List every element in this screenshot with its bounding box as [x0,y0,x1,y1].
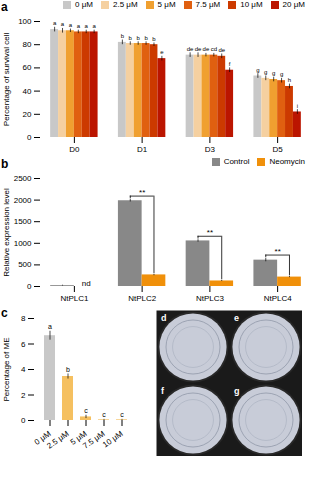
svg-text:b: b [66,366,70,373]
svg-text:0 μM: 0 μM [32,429,53,447]
svg-text:NtPLC2: NtPLC2 [128,294,157,303]
svg-text:i: i [297,103,298,109]
svg-text:cd: cd [211,46,217,52]
svg-text:0: 0 [21,416,26,425]
svg-text:10 μM: 10 μM [101,429,125,449]
svg-text:100: 100 [18,17,32,26]
html-text:7.5 μM: 7.5 μM [195,0,221,9]
svg-text:Percentage of survival cell: Percentage of survival cell [2,33,11,127]
svg-text:D5: D5 [273,145,284,154]
svg-text:**: ** [275,247,281,256]
svg-text:g: g [272,70,275,76]
html-text:2.5 μM: 2.5 μM [113,0,138,9]
svg-text:8: 8 [21,314,26,323]
html-text:Neomycin: Neomycin [269,157,305,166]
svg-text:g: g [280,71,283,77]
svg-text:7.5 μM: 7.5 μM [81,429,107,451]
svg-text:a: a [92,23,96,29]
svg-text:NtPLC4: NtPLC4 [264,294,293,303]
svg-text:a: a [69,22,73,28]
svg-text:a: a [48,323,52,330]
svg-text:b: b [137,35,141,41]
svg-text:g: g [264,69,267,75]
svg-text:2: 2 [21,391,26,400]
svg-text:e: e [160,49,164,55]
svg-text:1000: 1000 [14,239,32,248]
svg-text:f: f [160,386,164,396]
svg-text:f: f [229,61,231,67]
svg-text:c: c [102,411,106,418]
svg-text:e: e [233,313,238,323]
html-text:10 μM: 10 μM [240,0,263,9]
svg-text:4: 4 [21,365,26,374]
html-text:b: b [1,157,9,171]
svg-text:b: b [121,33,125,39]
svg-text:g: g [233,386,239,396]
svg-text:b: b [152,36,156,42]
svg-text:2000: 2000 [14,196,32,205]
html-text:20 μM: 20 μM [282,0,305,9]
svg-text:1500: 1500 [14,217,32,226]
svg-text:D1: D1 [137,145,148,154]
svg-text:a: a [85,23,89,29]
svg-text:NtPLC1: NtPLC1 [60,294,89,303]
svg-text:2.5 μM: 2.5 μM [45,429,71,451]
svg-text:d: d [160,313,166,323]
svg-text:500: 500 [18,260,32,269]
svg-text:20: 20 [23,110,32,119]
svg-text:b: b [144,35,148,41]
svg-text:0: 0 [27,282,32,291]
svg-text:2500: 2500 [14,174,32,183]
svg-text:de: de [187,46,194,52]
svg-text:5 μM: 5 μM [68,429,89,447]
svg-text:de: de [195,46,202,52]
svg-text:NtPLC3: NtPLC3 [196,294,225,303]
svg-text:g: g [256,67,259,73]
html-text:0 μM: 0 μM [75,0,93,9]
svg-text:D0: D0 [69,145,80,154]
html-text:Control: Control [223,157,250,166]
svg-text:Relative expression level: Relative expression level [2,188,11,277]
svg-text:nd: nd [82,279,91,288]
svg-text:6: 6 [21,340,26,349]
svg-text:c: c [84,407,88,414]
svg-text:de: de [203,46,210,52]
svg-text:a: a [53,20,57,26]
svg-text:a: a [77,23,81,29]
svg-text:**: ** [207,228,213,237]
html-text:a: a [1,0,8,14]
svg-text:a: a [61,21,65,27]
svg-text:60: 60 [23,63,32,72]
svg-text:80: 80 [23,40,32,49]
svg-text:0: 0 [27,133,32,142]
svg-text:c: c [120,411,124,418]
svg-text:**: ** [139,188,145,197]
html-text:5 μM: 5 μM [157,0,176,9]
svg-text:de: de [218,47,225,53]
svg-text:Percentage of ME: Percentage of ME [2,337,11,401]
html-text:c: c [1,306,8,320]
svg-text:b: b [129,35,133,41]
svg-text:D3: D3 [205,145,216,154]
svg-text:h: h [288,77,291,83]
svg-text:40: 40 [23,87,32,96]
